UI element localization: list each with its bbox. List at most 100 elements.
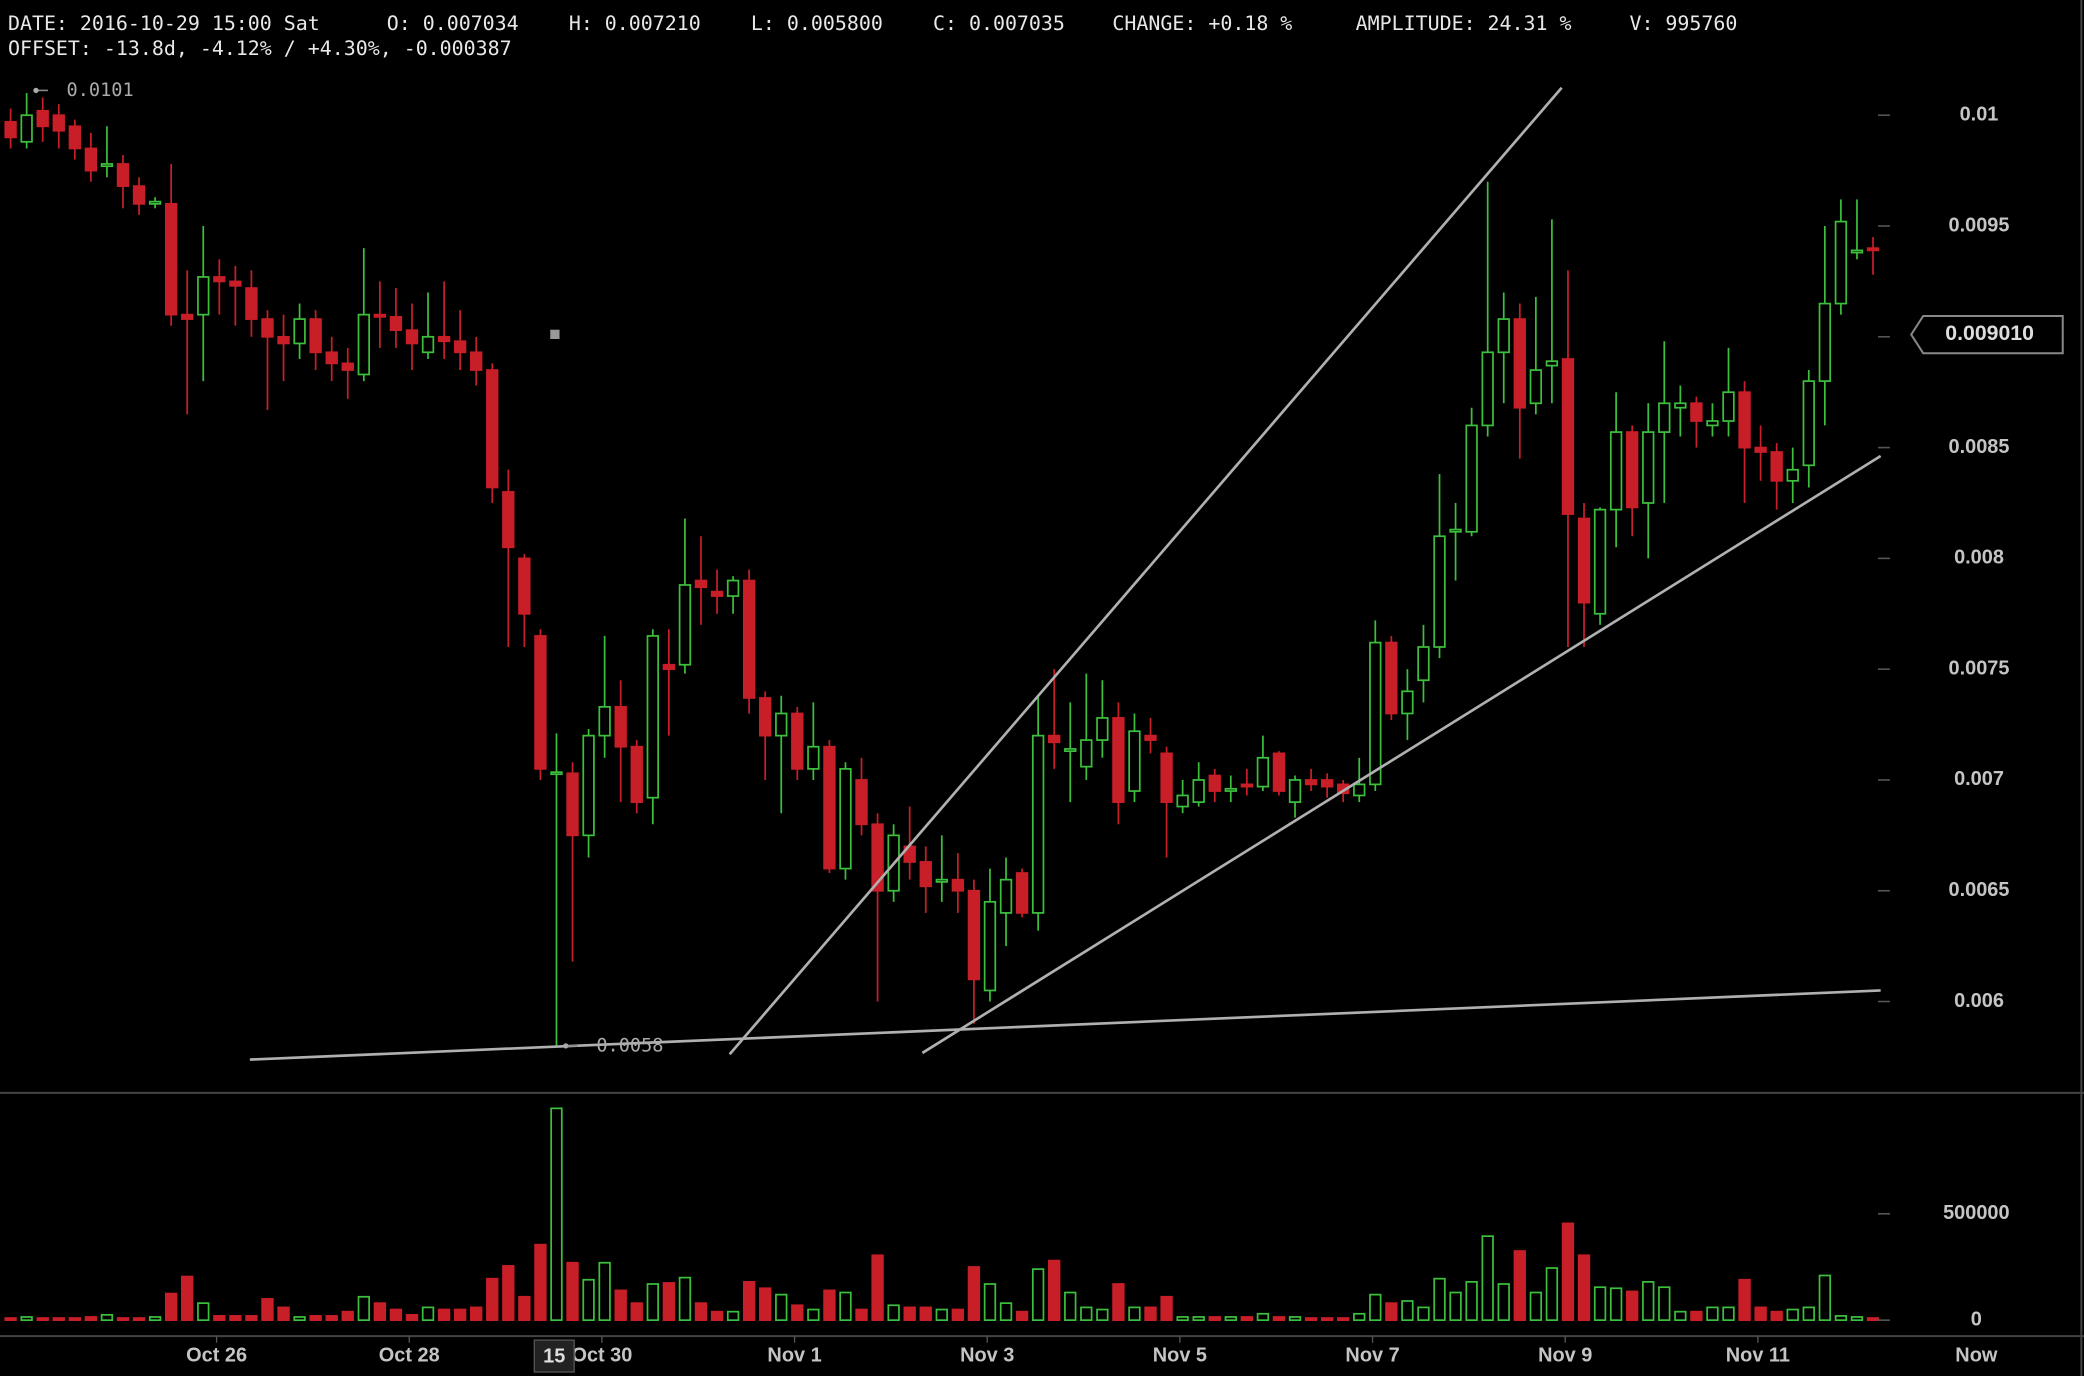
volume-bar xyxy=(1690,1310,1703,1322)
crosshair-time-box xyxy=(533,1339,575,1373)
candle-body xyxy=(1481,351,1494,427)
volume-bar xyxy=(1031,1268,1045,1322)
volume-bar xyxy=(1288,1316,1302,1322)
candle-body xyxy=(389,315,403,332)
volume-bar xyxy=(1770,1310,1783,1322)
x-tick-label: Nov 9 xyxy=(1538,1344,1592,1366)
candle-body xyxy=(1706,420,1719,427)
volume-bar xyxy=(1385,1302,1398,1322)
candle-body xyxy=(4,121,17,139)
y-tick-label: 0.01 xyxy=(1960,103,1999,125)
volume-bar xyxy=(1417,1306,1430,1322)
volume-bar xyxy=(1176,1316,1189,1322)
y-tick-label: 0.0095 xyxy=(1949,214,2010,236)
x-tick-label: Nov 7 xyxy=(1345,1344,1399,1366)
candle-body xyxy=(823,745,836,870)
candle-body xyxy=(116,163,130,187)
volume-bar xyxy=(164,1292,178,1322)
volume-bar xyxy=(1642,1281,1655,1322)
header-value: -13.8d, -4.12% / +4.30%, -0.000387 xyxy=(104,37,512,60)
volume-bar xyxy=(710,1310,724,1322)
volume-bar xyxy=(1304,1317,1318,1322)
volume-bar xyxy=(1320,1317,1334,1322)
volume-bar xyxy=(1802,1306,1815,1322)
volume-tick-label: 0 xyxy=(1971,1308,1982,1330)
candle-body xyxy=(775,712,788,737)
volume-bar xyxy=(1738,1278,1751,1322)
x-tick-label: Nov 5 xyxy=(1153,1344,1207,1366)
candle-body xyxy=(983,900,997,992)
volume-bar xyxy=(678,1276,692,1322)
candle-body xyxy=(1401,690,1414,715)
volume-bar xyxy=(1256,1312,1270,1322)
candle-body xyxy=(1658,402,1671,433)
candle-body xyxy=(1224,787,1237,792)
candle-body xyxy=(1240,783,1254,788)
candle-body xyxy=(1642,431,1655,504)
candle-body xyxy=(1818,302,1832,382)
volume-bar xyxy=(1754,1306,1767,1322)
volume-bar xyxy=(1609,1287,1623,1322)
volume-bar xyxy=(1015,1310,1029,1322)
candle-body xyxy=(791,712,804,770)
candle-body xyxy=(502,491,515,549)
volume-bar xyxy=(614,1289,627,1322)
candle-body xyxy=(839,768,852,870)
candle-body xyxy=(1112,717,1125,803)
header-value: +0.18 % xyxy=(1208,11,1292,34)
volume-bar xyxy=(486,1277,499,1322)
y-tick-label: 0.008 xyxy=(1954,547,2004,569)
candle-body xyxy=(967,889,981,981)
header-value: 995760 xyxy=(1665,11,1737,34)
candle-body xyxy=(1738,391,1751,449)
volume-bar xyxy=(726,1310,740,1322)
trend-line xyxy=(921,454,1882,1055)
volume-bar xyxy=(1513,1250,1526,1322)
header-label: L: xyxy=(751,11,775,34)
header-field: H: 0.007210 xyxy=(569,11,701,34)
candle-body xyxy=(1417,646,1430,682)
volume-bar xyxy=(245,1315,258,1322)
volume-bar xyxy=(261,1298,274,1322)
volume-bar xyxy=(1529,1291,1543,1322)
candle-body xyxy=(726,579,740,597)
candle-body xyxy=(1593,508,1607,615)
volume-bar xyxy=(1706,1306,1719,1322)
candle-body xyxy=(132,185,146,205)
candle-body xyxy=(1866,247,1880,252)
volume-bar xyxy=(775,1293,788,1322)
candle-body xyxy=(582,734,595,837)
candle-body xyxy=(646,635,659,799)
candle-body xyxy=(566,772,579,837)
volume-bar xyxy=(84,1316,98,1322)
volume-bar xyxy=(68,1317,81,1322)
volume-bar xyxy=(839,1291,852,1322)
volume-bar xyxy=(1625,1290,1639,1322)
extreme-label: 0.0101 xyxy=(67,80,134,101)
volume-bar xyxy=(1240,1316,1254,1322)
volume-bar xyxy=(181,1275,194,1322)
volume-bar xyxy=(1577,1254,1591,1322)
candle-body xyxy=(598,705,611,737)
volume-bar xyxy=(534,1243,547,1322)
candle-body xyxy=(1128,730,1141,792)
volume-bar xyxy=(421,1306,435,1322)
candle-body xyxy=(1625,431,1639,509)
candle-body xyxy=(1256,756,1270,788)
volume-bar xyxy=(967,1266,981,1322)
x-tick-label: Nov 11 xyxy=(1726,1344,1790,1366)
candle-body xyxy=(1561,358,1575,515)
candle-body xyxy=(197,276,210,316)
volume-bar xyxy=(742,1281,756,1322)
candle-body xyxy=(999,878,1013,914)
volume-bar xyxy=(1192,1316,1205,1322)
header-field: CHANGE: +0.18 % xyxy=(1112,11,1292,34)
volume-bar xyxy=(1160,1295,1173,1322)
header-field: O: 0.007034 xyxy=(387,11,519,34)
candle-body xyxy=(309,318,322,354)
candle-body xyxy=(1369,641,1382,786)
candle-body xyxy=(277,335,290,345)
volume-bar xyxy=(694,1302,708,1322)
candle-body xyxy=(1272,752,1286,792)
volume-bar xyxy=(229,1315,242,1322)
